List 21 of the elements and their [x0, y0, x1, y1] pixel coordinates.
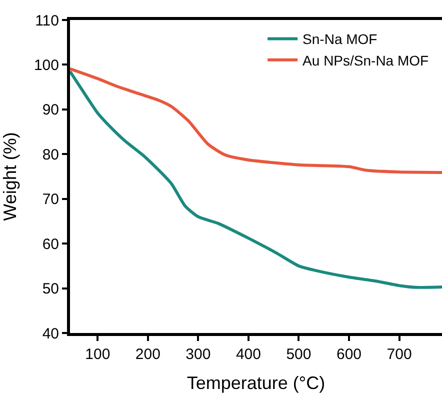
y-tick-label: 40 [42, 325, 59, 342]
legend-label: Sn-Na MOF [302, 31, 378, 48]
x-tick-label: 300 [186, 346, 211, 363]
y-tick-label: 110 [35, 12, 59, 30]
x-tick-label: 100 [85, 346, 110, 363]
x-tick-label: 700 [386, 346, 412, 363]
x-axis-title: Temperature (°C) [186, 373, 326, 394]
x-tick-label: 500 [286, 346, 312, 363]
y-tick-label: 70 [42, 191, 59, 208]
legend-label: Au NPs/Sn-Na MOF [302, 52, 429, 68]
x-tick-label: 200 [135, 346, 160, 363]
line-series [70, 70, 442, 289]
y-tick-label: 100 [34, 56, 59, 74]
y-tick-label: 80 [42, 146, 59, 164]
y-tick-label: 90 [42, 102, 59, 119]
y-tick-label: 60 [42, 236, 59, 253]
x-tick-label: 600 [336, 346, 362, 363]
y-axis-title: Weight (%) [0, 132, 20, 221]
x-tick-label: 400 [236, 346, 261, 363]
line-series [70, 67, 442, 174]
y-tick-label: 50 [42, 280, 59, 298]
